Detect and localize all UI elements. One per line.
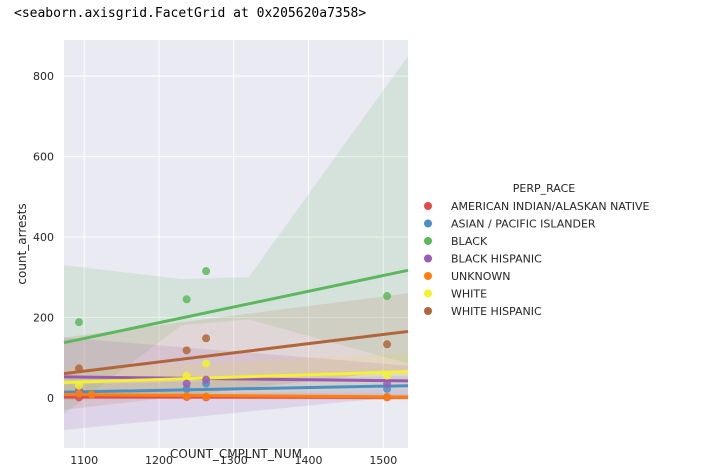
fit-line-black <box>63 268 409 345</box>
legend-label-unknown: UNKNOWN <box>451 270 511 283</box>
regression-lines <box>63 268 409 399</box>
legend-marker-american-indian-alaskan-native <box>424 202 432 210</box>
y-tick-label: 400 <box>33 231 54 244</box>
legend-marker-white-hispanic <box>424 307 432 315</box>
cell-output-text: <seaborn.axisgrid.FacetGrid at 0x205620a… <box>14 6 367 21</box>
point-white-hispanic <box>202 334 211 343</box>
fit-line-white <box>63 370 409 384</box>
x-tick-label: 1100 <box>70 454 98 467</box>
legend-label-asian-pacific-islander: ASIAN / PACIFIC ISLANDER <box>451 218 596 231</box>
y-tick-label: 600 <box>33 151 54 164</box>
point-black-hispanic <box>383 379 392 388</box>
point-black <box>74 318 83 327</box>
point-white <box>74 381 83 390</box>
fit-line-black-hispanic <box>63 375 409 383</box>
x-tick-label: 1400 <box>295 454 323 467</box>
y-tick-label: 800 <box>33 70 54 83</box>
legend-label-white-hispanic: WHITE HISPANIC <box>451 305 542 318</box>
legend: AMERICAN INDIAN/ALASKAN NATIVE ASIAN / PA… <box>424 200 650 318</box>
x-tick-label: 1300 <box>220 454 248 467</box>
fit-line-white-hispanic <box>63 329 409 376</box>
point-black <box>383 292 392 301</box>
fit-line-asian-pacific-islander <box>63 384 409 394</box>
legend-marker-asian-pacific-islander <box>424 219 432 228</box>
point-white <box>182 371 191 380</box>
point-black <box>202 267 211 276</box>
legend-label-american-indian-alaskan-native: AMERICAN INDIAN/ALASKAN NATIVE <box>451 200 650 213</box>
point-unknown <box>202 392 211 401</box>
point-black-hispanic <box>182 379 191 388</box>
legend-title: PERP_RACE <box>513 182 576 195</box>
ci-band-white <box>64 353 408 396</box>
legend-marker-unknown <box>424 272 432 280</box>
ci-band-black-hispanic <box>64 337 408 430</box>
y-tick-label: 0 <box>47 392 54 405</box>
y-tick-label: 200 <box>33 311 54 324</box>
legend-marker-white <box>424 289 432 298</box>
legend-marker-black <box>424 237 432 245</box>
point-white-hispanic <box>383 340 392 349</box>
point-black-hispanic <box>202 375 211 384</box>
x-axis-label: COUNT_CMPLNT_NUM <box>170 447 302 461</box>
point-unknown <box>182 392 191 401</box>
point-white-hispanic <box>182 346 191 355</box>
point-unknown <box>87 390 96 399</box>
point-white <box>202 359 211 368</box>
y-tick-labels: 0 200 400 600 800 <box>33 70 54 405</box>
x-tick-label: 1500 <box>369 454 397 467</box>
point-unknown <box>74 389 83 398</box>
fit-line-unknown <box>63 393 409 399</box>
y-axis-label: count_arrests <box>15 203 29 284</box>
x-tick-label: 1200 <box>145 454 173 467</box>
point-white <box>383 371 392 380</box>
point-unknown <box>383 392 392 401</box>
point-white-hispanic <box>74 364 83 373</box>
legend-label-black: BLACK <box>451 235 488 248</box>
legend-marker-black-hispanic <box>424 254 432 263</box>
legend-label-black-hispanic: BLACK HISPANIC <box>451 253 542 266</box>
legend-label-white: WHITE <box>451 288 487 301</box>
x-tick-labels: 1100 1200 1300 1400 1500 <box>70 454 397 467</box>
scatter-points <box>74 267 392 402</box>
point-black <box>182 295 191 304</box>
